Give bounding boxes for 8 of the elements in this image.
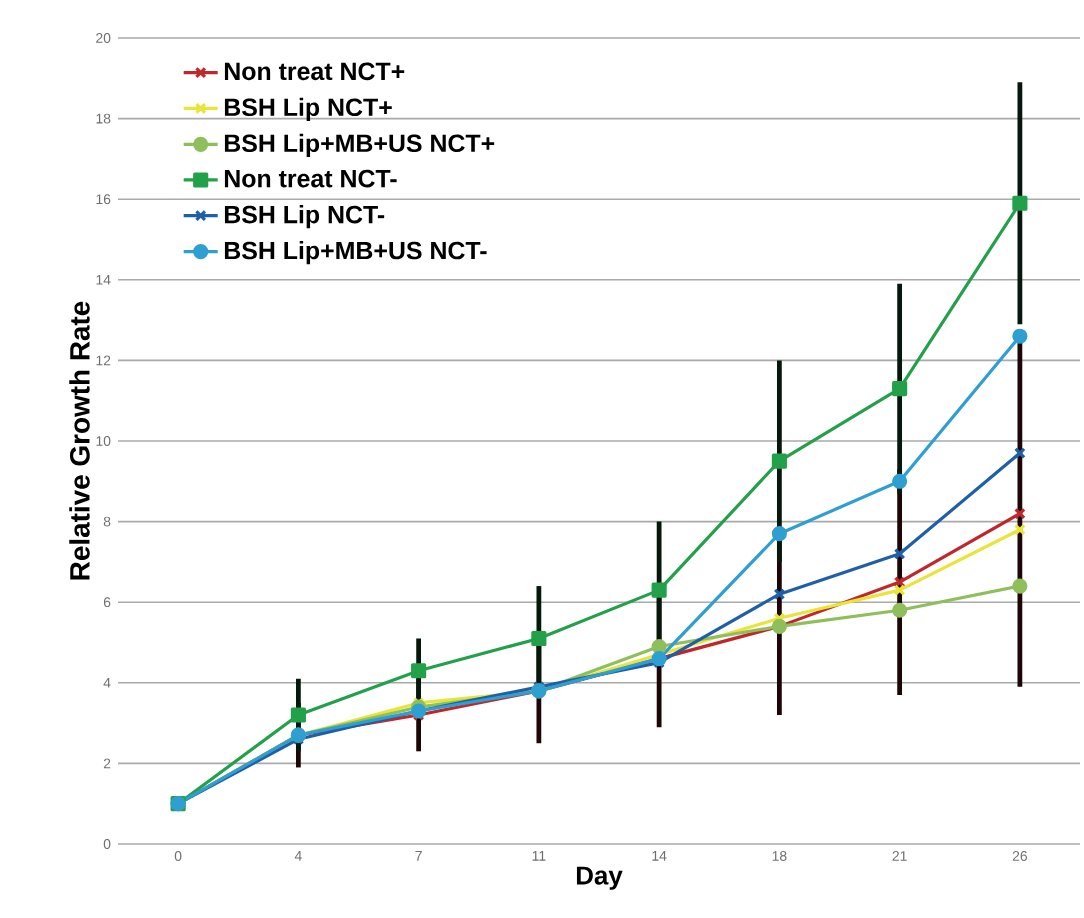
- legend-label: BSH Lip NCT+: [224, 97, 392, 122]
- legend-label: BSH Lip+MB+US NCT+: [224, 133, 495, 157]
- x-axis-title: Day: [576, 866, 623, 890]
- legend-label: BSH Lip+MB+US NCT-: [224, 241, 487, 265]
- y-axis-title: Relative Growth Rate: [69, 301, 90, 580]
- legend-label: Non treat NCT-: [224, 169, 397, 188]
- legend-label: BSH Lip NCT-: [224, 205, 385, 229]
- legend-label: Non treat NCT+: [224, 62, 405, 81]
